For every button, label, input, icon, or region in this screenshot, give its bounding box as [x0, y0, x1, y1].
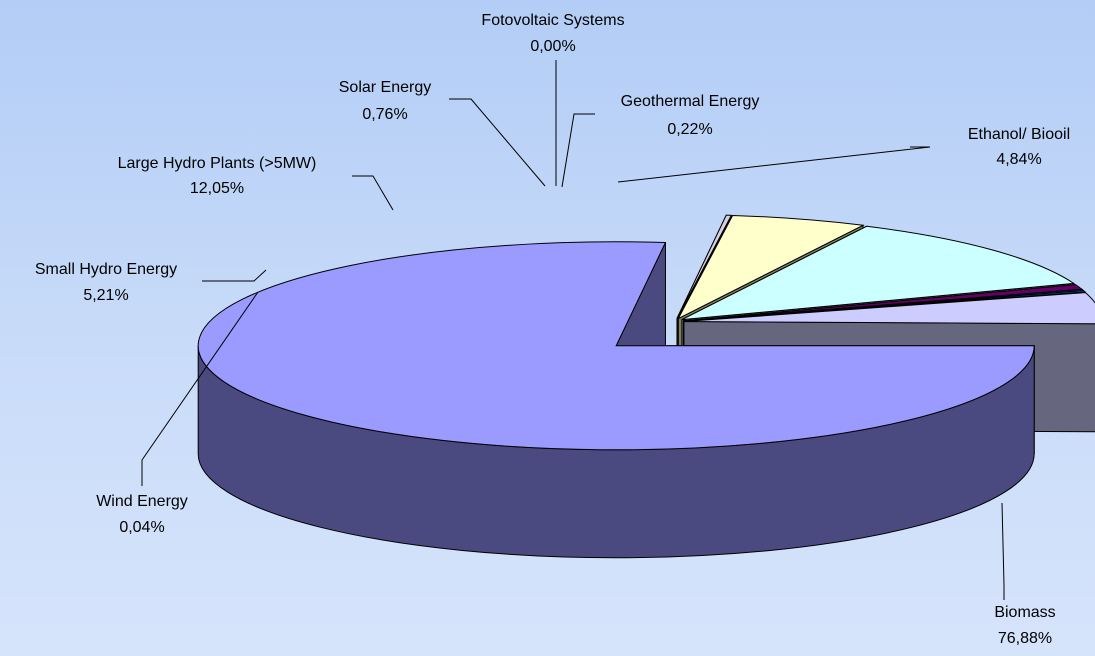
slice-value-large-hydro-plants-5mw: 12,05%	[190, 180, 244, 197]
slice-value-small-hydro-energy: 5,21%	[83, 287, 128, 304]
slice-geothermal-energy	[683, 290, 1087, 322]
leader-line-solar-energy	[449, 98, 546, 187]
slice-labels: Biomass 76,88% Wind Energy 0,04% Small Hydro…	[35, 12, 1070, 647]
leader-lines	[141, 60, 1005, 600]
slice-value-ethanol-biooil: 4,84%	[996, 151, 1041, 168]
pie-top-faces	[197, 214, 1095, 451]
slice-large-hydro-plants-5mw	[681, 225, 1076, 321]
leader-line-wind-energy	[141, 291, 259, 486]
leader-line-large-hydro-plants-5mw	[352, 175, 394, 211]
leader-line-biomass	[1001, 502, 1005, 600]
slice-name-large-hydro-plants-5mw: Large Hydro Plants (>5MW)	[118, 155, 317, 172]
leader-line-ethanol-biooil	[617, 146, 931, 183]
slice-value-biomass: 76,88%	[998, 630, 1052, 647]
slice-value-geothermal-energy: 0,22%	[667, 121, 712, 138]
slice-value-wind-energy: 0,04%	[119, 519, 164, 536]
slice-biomass	[197, 241, 1035, 451]
slice-name-wind-energy: Wind Energy	[96, 493, 188, 510]
slice-wind-energy	[676, 214, 733, 319]
slice-name-biomass: Biomass	[994, 604, 1055, 621]
leader-line-small-hydro-energy	[202, 269, 267, 282]
slice-name-fotovoltaic-systems: Fotovoltaic Systems	[481, 12, 624, 29]
slice-name-ethanol-biooil: Ethanol/ Biooil	[968, 126, 1070, 143]
slice-value-solar-energy: 0,76%	[362, 106, 407, 123]
slice-name-small-hydro-energy: Small Hydro Energy	[35, 261, 177, 278]
leader-line-geothermal-energy	[561, 113, 595, 188]
slice-small-hydro-energy	[677, 214, 865, 320]
slice-ethanol-biooil	[683, 292, 1095, 325]
slice-name-geothermal-energy: Geothermal Energy	[621, 93, 760, 110]
slice-value-fotovoltaic-systems: 0,00%	[530, 38, 575, 55]
slice-name-solar-energy: Solar Energy	[339, 79, 432, 96]
